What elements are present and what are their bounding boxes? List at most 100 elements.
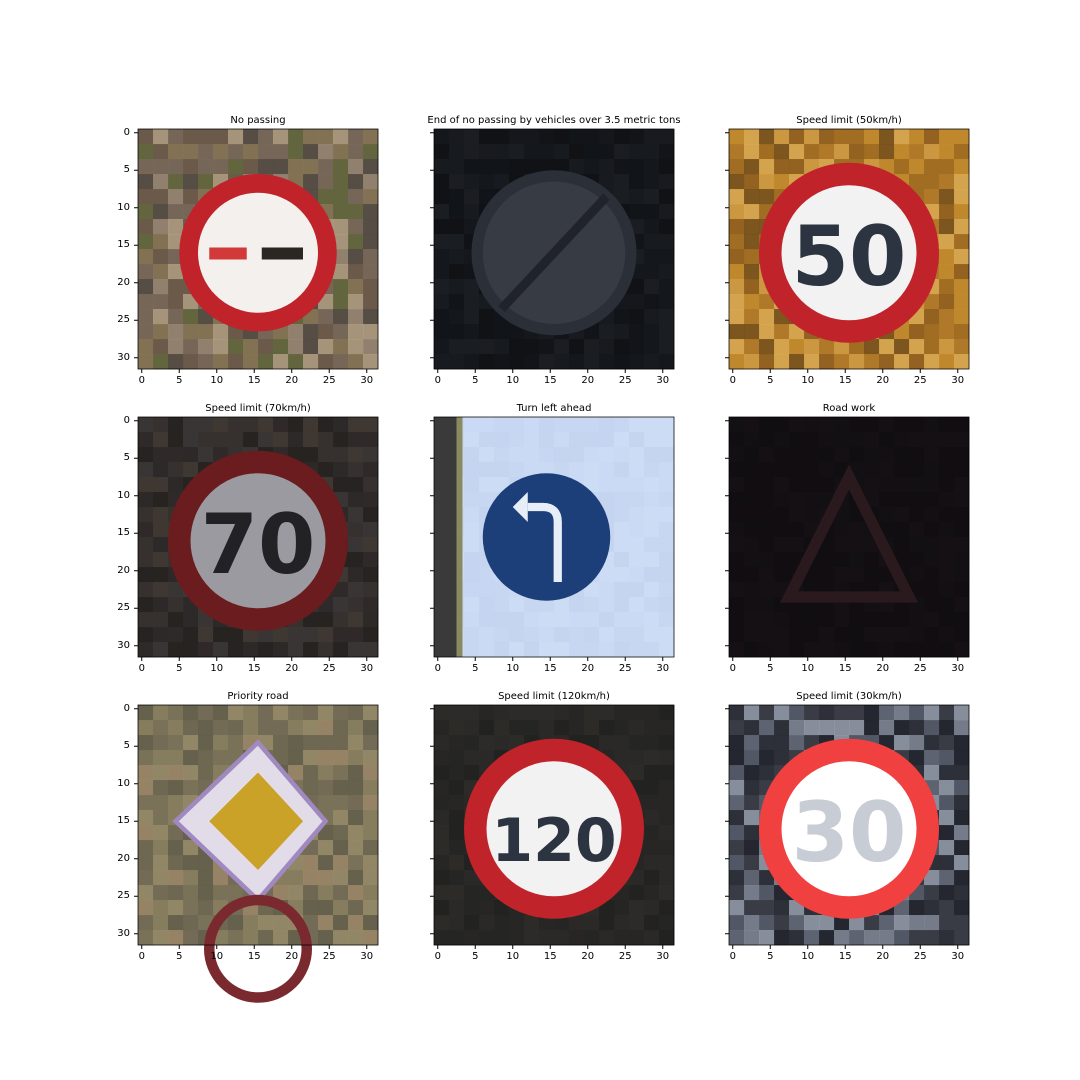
panel-7-sign [172, 739, 329, 1003]
panel-1-xtick-label: 0 [138, 375, 145, 386]
panel-4-frame-border [137, 416, 379, 658]
panel-3-sign: 50 [759, 162, 939, 343]
panel-2-ticks [430, 132, 664, 373]
panel-3-xtick-label: 15 [838, 375, 852, 386]
panel-2-image [433, 128, 675, 370]
panel-7-title: Priority road [227, 691, 289, 702]
panel-6-xtick-label: 30 [951, 663, 965, 674]
panel-4-ytick-label: 5 [123, 452, 130, 464]
panel-2-xtick-label: 25 [618, 375, 632, 386]
panel-1-sign [179, 174, 337, 332]
panel-5-ticks [430, 420, 664, 661]
panel-4-xtick-label: 20 [285, 663, 299, 674]
panel-4-xtick-label: 25 [322, 663, 336, 674]
panel-6-xtick-label: 20 [876, 663, 890, 674]
panel-9-frame-border [728, 704, 970, 946]
panel-9-image: 30 [728, 704, 970, 946]
panel-3-xtick-label: 20 [876, 375, 890, 386]
panel-2-xtick-label: 0 [434, 375, 441, 386]
panel-2-xtick-label: 20 [581, 375, 595, 386]
panel-2-frame-border [433, 128, 675, 370]
panel-1-ticks [134, 132, 368, 373]
panel-2-sign [471, 170, 637, 336]
panel-4-ytick-label: 15 [117, 527, 130, 539]
panel-9-xtick-label: 30 [951, 951, 965, 962]
panel-8-xtick-label: 5 [472, 951, 479, 962]
panel-3-xtick-label: 25 [913, 375, 927, 386]
panel-8-ticks [430, 708, 664, 949]
panel-4-title: Speed limit (70km/h) [205, 403, 311, 414]
panel-4-xtick-label: 0 [138, 663, 145, 674]
panel-1-ytick-label: 10 [117, 201, 130, 213]
panel-2-xtick-label: 5 [472, 375, 479, 386]
panel-1-ytick-label: 0 [123, 126, 130, 138]
panel-7-ytick-label: 30 [117, 927, 130, 939]
panel-6-xtick-label: 25 [913, 663, 927, 674]
panel-4-image: 70 [137, 416, 379, 658]
panel-7-xtick-label: 30 [360, 951, 374, 962]
panel-4-ticks [134, 420, 368, 661]
panel-2-title: End of no passing by vehicles over 3.5 m… [427, 115, 681, 126]
panel-2-xtick-label: 30 [656, 375, 670, 386]
panel-4-xtick-label: 15 [247, 663, 261, 674]
panel-5-xtick-label: 10 [506, 663, 520, 674]
panel-4-xtick-label: 5 [176, 663, 183, 674]
panel-9-xtick-label: 0 [729, 951, 736, 962]
panel-8-xtick-label: 20 [581, 951, 595, 962]
panel-4-ytick-label: 20 [117, 564, 130, 576]
panel-7-ytick-label: 10 [117, 777, 130, 789]
panel-9-sign: 30 [759, 738, 939, 919]
panel-7-frame-border [137, 704, 379, 946]
panel-8-frame-border [433, 704, 675, 946]
panel-1-ytick-label: 5 [123, 164, 130, 176]
panel-9-ticks [725, 708, 959, 949]
panel-3-xtick-label: 30 [951, 375, 965, 386]
panel-3-xtick-label: 0 [729, 375, 736, 386]
panel-7-ticks [134, 708, 368, 949]
panel-6-xtick-label: 0 [729, 663, 736, 674]
panel-1-image [137, 128, 379, 370]
panel-1-xtick-label: 15 [247, 375, 261, 386]
panel-7-xtick-label: 20 [285, 951, 299, 962]
panel-7-xtick-label: 15 [247, 951, 261, 962]
panel-3-sign-number: 50 [792, 209, 907, 305]
panel-8-xtick-label: 30 [656, 951, 670, 962]
panel-5-xtick-label: 5 [472, 663, 479, 674]
panel-4-xtick-label: 10 [210, 663, 224, 674]
panel-8-xtick-label: 10 [506, 951, 520, 962]
panel-8-sign: 120 [464, 738, 644, 919]
panel-5-xtick-label: 25 [618, 663, 632, 674]
panel-9-xtick-label: 20 [876, 951, 890, 962]
panel-4-sign: 70 [168, 450, 348, 631]
panel-1-xtick-label: 30 [360, 375, 374, 386]
panel-5-xtick-label: 15 [543, 663, 557, 674]
panel-5-xtick-label: 30 [656, 663, 670, 674]
panel-5-frame-border [433, 416, 675, 658]
panel-6-xtick-label: 10 [801, 663, 815, 674]
panel-2-xtick-label: 15 [543, 375, 557, 386]
panel-6-sign [779, 464, 919, 603]
panel-5-image [433, 416, 675, 658]
panel-9-xtick-label: 10 [801, 951, 815, 962]
panel-7-xtick-label: 10 [210, 951, 224, 962]
panel-7-xtick-label: 5 [176, 951, 183, 962]
panel-6-xtick-label: 15 [838, 663, 852, 674]
panel-3-ticks [725, 132, 959, 373]
panel-1-frame-border [137, 128, 379, 370]
panel-3-xtick-label: 10 [801, 375, 815, 386]
panel-8-xtick-label: 0 [434, 951, 441, 962]
panel-3-title: Speed limit (50km/h) [796, 115, 902, 126]
panel-7-ytick-label: 5 [123, 740, 130, 752]
panel-9-xtick-label: 15 [838, 951, 852, 962]
panel-6-title: Road work [822, 403, 876, 414]
panel-8-sign-number: 120 [491, 806, 616, 876]
panel-4-ytick-label: 30 [117, 639, 130, 651]
panel-1-xtick-label: 5 [176, 375, 183, 386]
panel-7-xtick-label: 0 [138, 951, 145, 962]
panel-8-xtick-label: 15 [543, 951, 557, 962]
panel-4-xtick-label: 30 [360, 663, 374, 674]
panel-3-image: 50 [728, 128, 970, 370]
panel-6-frame-border [728, 416, 970, 658]
panel-8-xtick-label: 25 [618, 951, 632, 962]
